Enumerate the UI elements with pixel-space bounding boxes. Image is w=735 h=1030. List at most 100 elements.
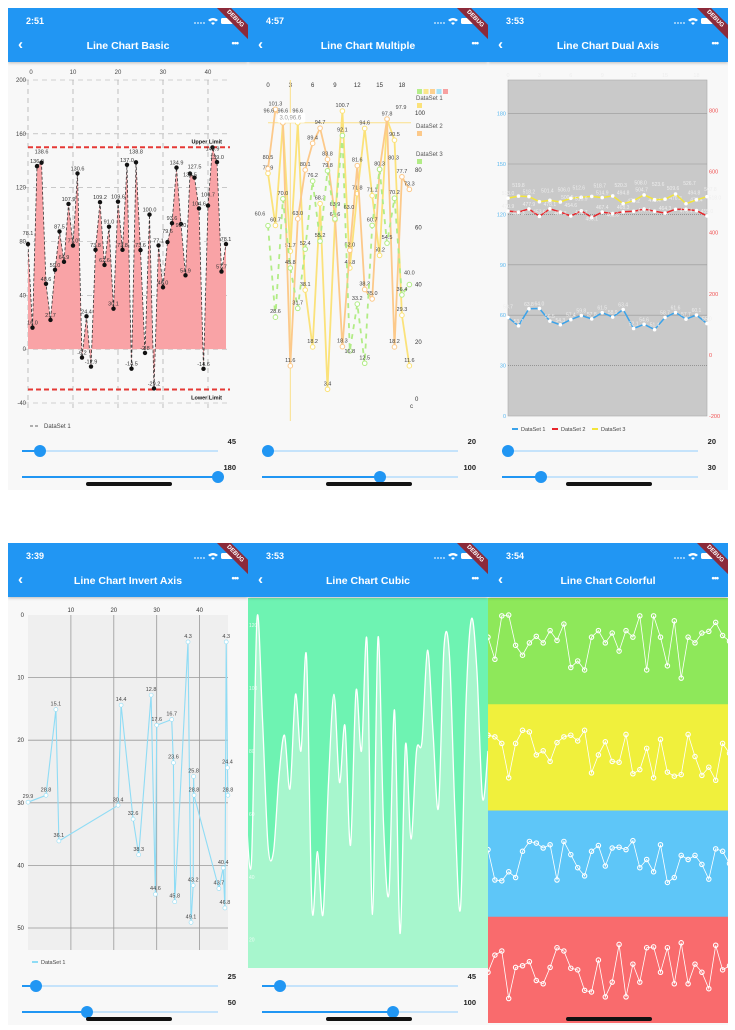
x-tick-label: 0 [266, 83, 270, 89]
data-point [302, 246, 309, 252]
slider-value-label: 180 [223, 463, 236, 472]
data-label: 96.6 [278, 109, 289, 115]
data-label: 450.1 [586, 216, 599, 222]
data-point [719, 967, 726, 973]
range-slider[interactable] [502, 471, 698, 483]
data-point [506, 209, 510, 213]
data-point [574, 658, 581, 664]
data-label: 4.3 [184, 634, 192, 640]
data-point [505, 612, 512, 618]
data-label: 55.2 [315, 233, 326, 239]
back-chevron-icon[interactable]: ‹ [18, 571, 23, 588]
data-point [548, 198, 552, 203]
data-label: 51.4 [650, 323, 660, 329]
data-label: 71.8 [352, 186, 363, 192]
y-tick-label: 200 [16, 78, 27, 84]
count-slider[interactable] [261, 445, 458, 457]
more-horizontal-icon[interactable]: ••• [711, 38, 720, 48]
more-horizontal-icon[interactable]: ••• [231, 38, 240, 48]
data-label: 54.6 [639, 317, 649, 323]
page-title: Line Chart Multiple [320, 40, 416, 52]
back-chevron-icon[interactable]: ‹ [498, 36, 503, 53]
data-label: 63.4 [618, 302, 628, 308]
data-label: 467.3 [512, 211, 525, 217]
slider-thumb[interactable] [29, 980, 42, 992]
more-horizontal-icon[interactable]: ••• [471, 573, 480, 583]
data-point [610, 315, 615, 319]
count-slider[interactable] [501, 445, 698, 457]
more-horizontal-icon[interactable]: ••• [471, 38, 480, 48]
more-horizontal-icon[interactable]: ••• [231, 573, 240, 583]
data-point [616, 648, 622, 654]
data-point [574, 738, 581, 744]
data-label: 78.1 [221, 237, 232, 243]
data-point [499, 948, 505, 954]
x-tick-label: 9 [333, 83, 337, 89]
back-chevron-icon[interactable]: ‹ [258, 36, 263, 53]
range-slider[interactable] [262, 1006, 458, 1018]
range-slider[interactable] [22, 1006, 218, 1018]
line-chart[interactable]: 10 20 30 40 0 10 20 30 40 50 29.9 28.8 15.1 36.1 30.4 1… [8, 598, 248, 973]
slider-thumb[interactable] [212, 471, 224, 483]
home-indicator [326, 1017, 412, 1021]
range-slider[interactable] [22, 471, 224, 483]
line-chart[interactable]: 0369121518020406080100c78.960.796.651.79… [248, 63, 488, 438]
back-chevron-icon[interactable]: ‹ [18, 36, 23, 53]
app-bar: 3:53 DEBUG ‹ Line Chart Dual Axis ••• [488, 8, 728, 62]
x-tick-label: 40 [196, 608, 203, 614]
data-point [673, 207, 678, 212]
slider-thumb[interactable] [261, 445, 274, 457]
data-label: 28.6 [270, 309, 281, 315]
status-time: 3:54 [506, 551, 525, 561]
slider-thumb[interactable] [535, 471, 548, 483]
count-slider[interactable] [22, 445, 218, 457]
slider-thumb[interactable] [33, 445, 46, 457]
data-label: 68.3 [315, 196, 326, 202]
phone-screen-1: 2:51 DEBUG ‹ Line Chart Basic ••• 0 10 20 3… [8, 8, 248, 490]
range-slider[interactable] [262, 471, 458, 483]
data-point [561, 948, 567, 954]
series-line [27, 147, 227, 389]
data-point [171, 760, 176, 766]
y-tick-label: 10 [17, 676, 24, 682]
slider-thumb[interactable] [501, 445, 514, 457]
data-label: 50.2 [374, 247, 385, 253]
data-point [106, 224, 112, 229]
slider-thumb[interactable] [273, 980, 286, 992]
x-tick-label: 12 [631, 73, 637, 79]
data-point [124, 162, 130, 167]
slider-value-label: 100 [463, 463, 476, 472]
data-point [178, 221, 184, 227]
data-label: 453.6 [533, 209, 546, 215]
data-label: 63.9 [330, 202, 341, 208]
data-label: 97.9 [396, 105, 407, 111]
data-point [174, 165, 179, 170]
data-point [533, 840, 540, 846]
count-slider[interactable] [262, 980, 458, 992]
data-label: 52.0 [344, 242, 355, 248]
data-label: 51.7 [285, 243, 296, 249]
data-point [630, 837, 636, 844]
line-chart[interactable]: 20 40 60 80 100 120 [248, 598, 488, 973]
chart-panel [488, 916, 728, 1023]
more-horizontal-icon[interactable]: ••• [711, 573, 720, 583]
back-chevron-icon[interactable]: ‹ [498, 571, 503, 588]
data-label: 83.8 [322, 151, 333, 157]
line-chart[interactable]: 0 30 60 90 120 150 180 -200 0 200 400 600 800 0 3 6 9 12 1… [488, 63, 728, 438]
slider-thumb[interactable] [80, 1006, 93, 1018]
line-chart[interactable]: 0 10 20 30 40 -40 0 40 80 120 160 200 Upper Limit Low… [8, 63, 248, 438]
line-chart[interactable] [488, 598, 728, 1023]
count-slider[interactable] [22, 980, 218, 992]
back-chevron-icon[interactable]: ‹ [258, 571, 263, 588]
data-point [499, 740, 505, 747]
data-point [574, 967, 581, 973]
data-point [391, 344, 398, 350]
data-point [671, 618, 678, 624]
y-tick-label-left: 60 [500, 313, 506, 319]
slider-thumb[interactable] [373, 471, 386, 483]
data-label: 518.2 [523, 190, 536, 196]
slider-thumb[interactable] [387, 1006, 400, 1018]
data-label: 94.6 [359, 120, 370, 126]
data-point [97, 200, 103, 205]
debug-banner: DEBUG [209, 543, 248, 580]
